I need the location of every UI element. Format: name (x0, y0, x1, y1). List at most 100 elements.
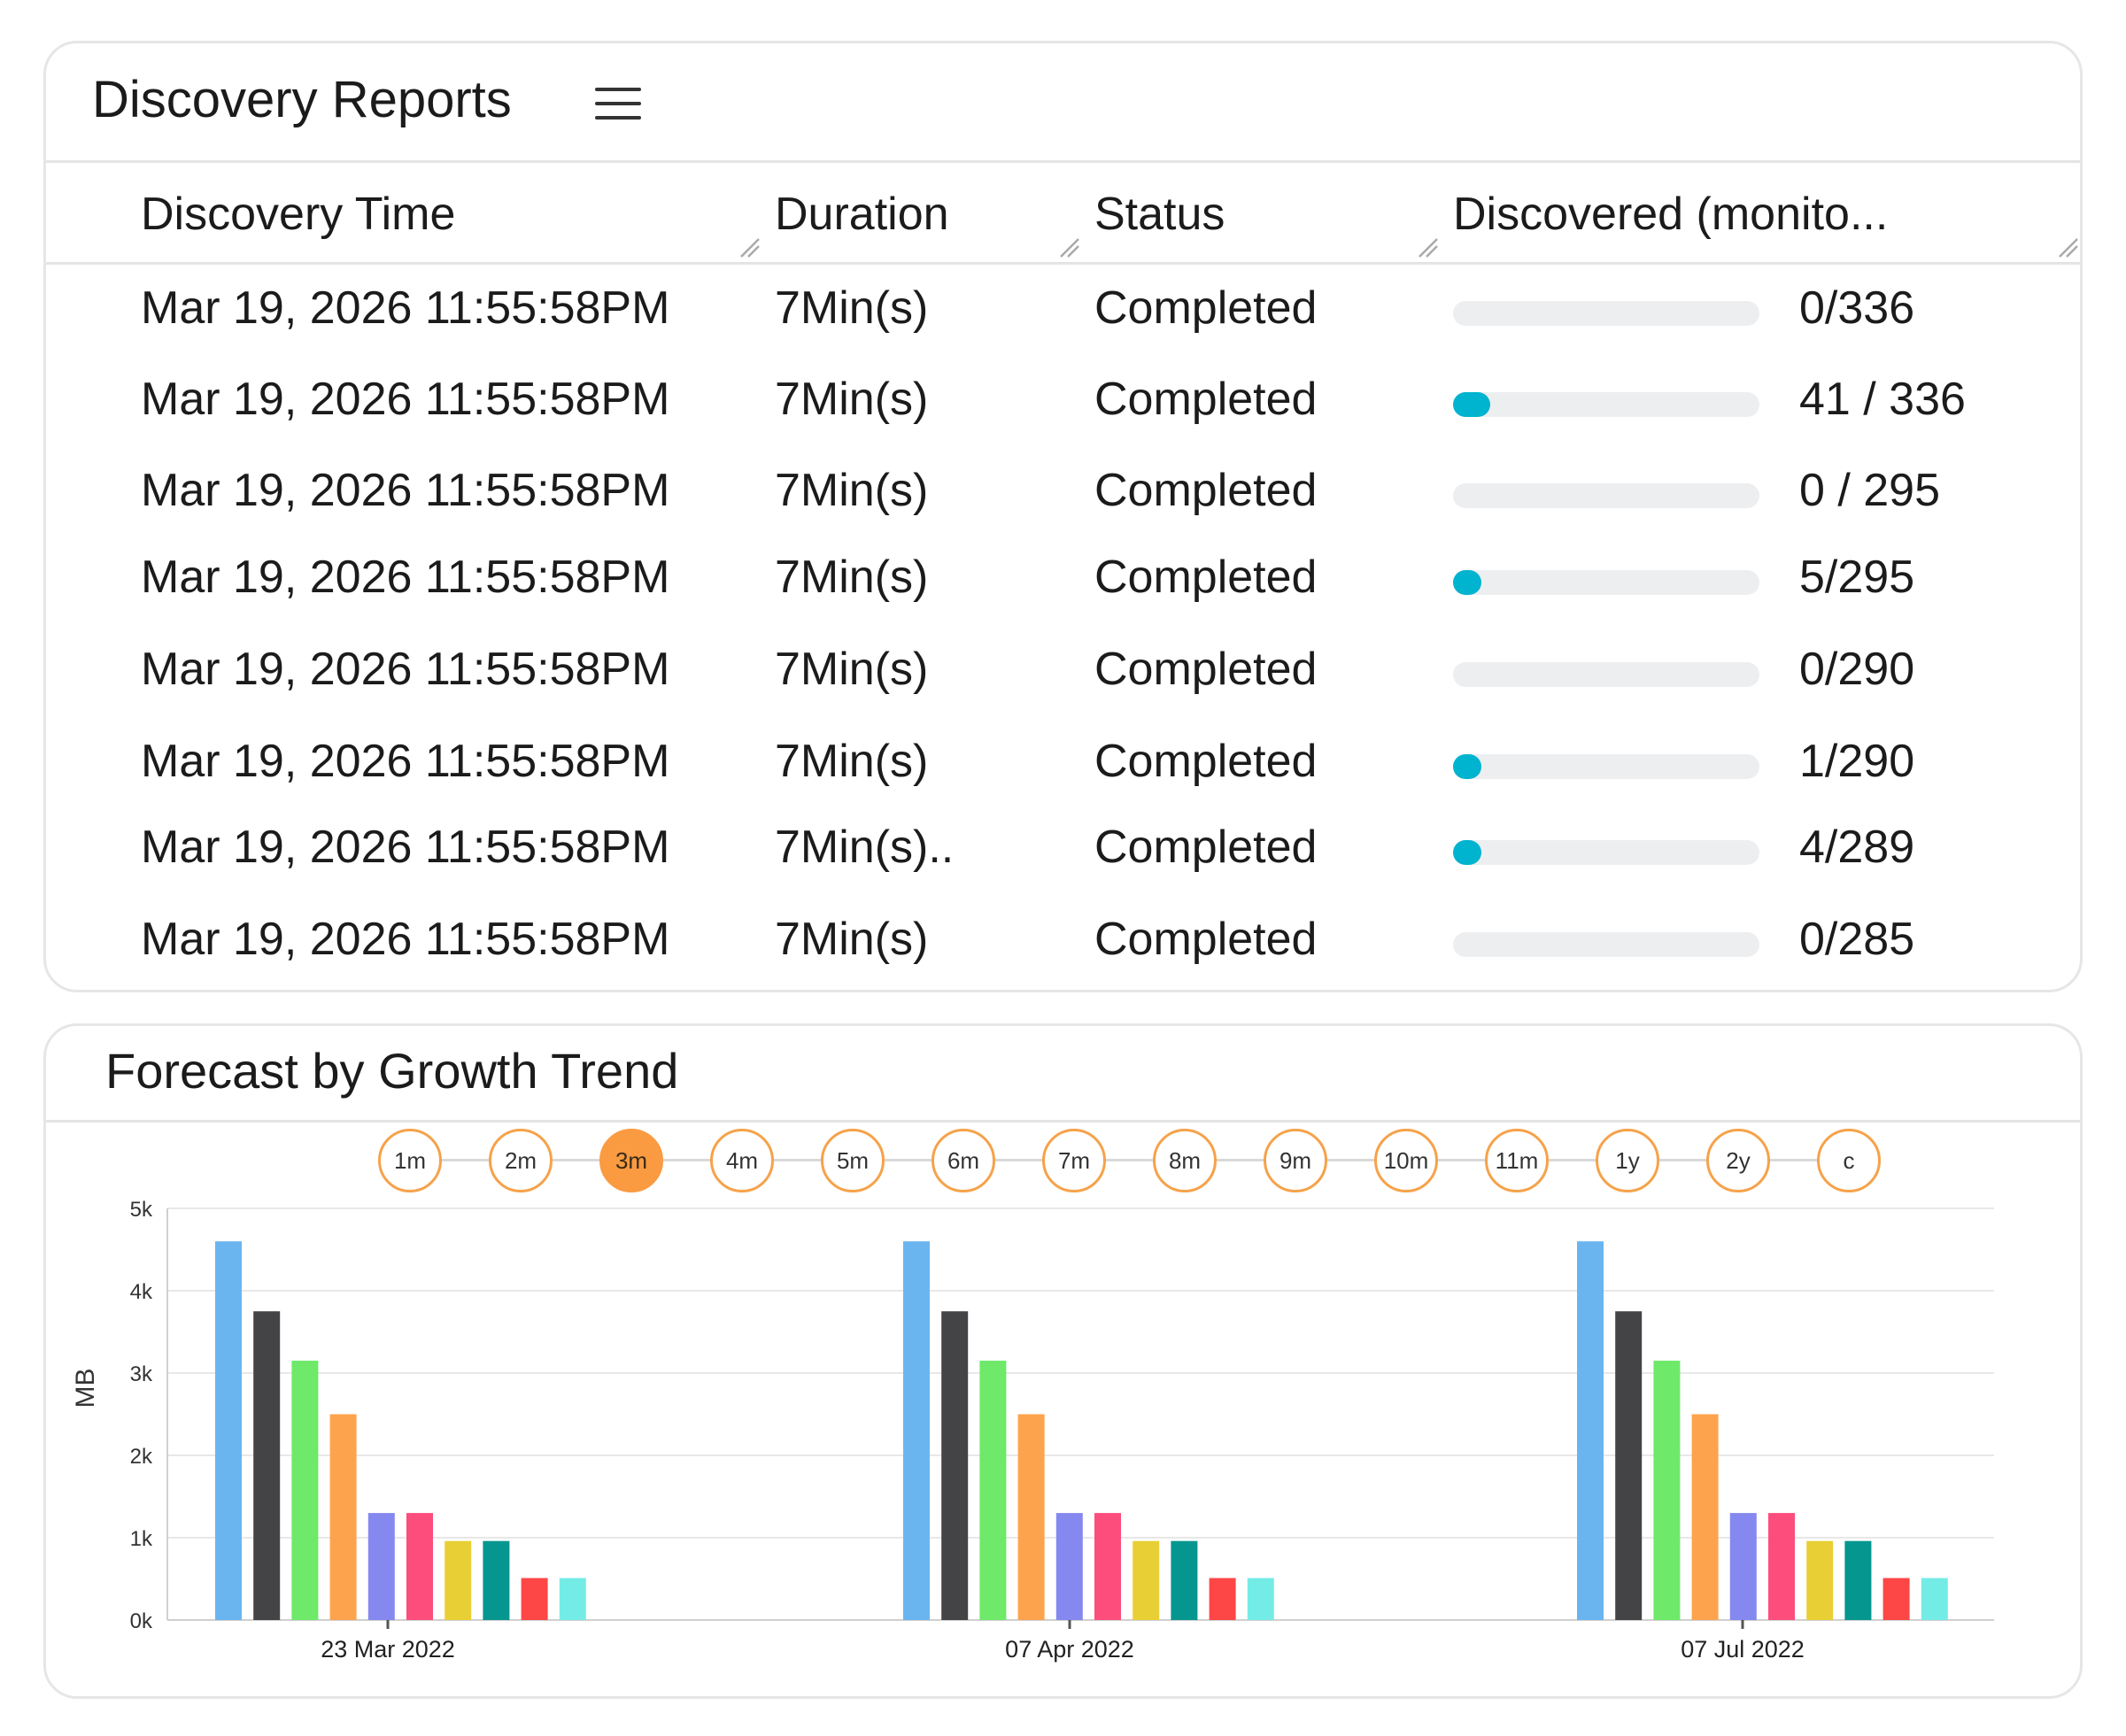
range-option-6m[interactable]: 6m (932, 1129, 995, 1192)
table-header: Discovery Time Duration Status Discovere… (46, 163, 2080, 265)
discovered-count-cell: 0/336 (1799, 282, 1915, 334)
column-header-discovered[interactable]: Discovered (monito... (1453, 189, 1889, 240)
y-axis-label: MB (71, 1369, 100, 1408)
range-option-2m[interactable]: 2m (489, 1129, 553, 1192)
discovery-reports-panel: Discovery Reports Discovery Time Duratio… (43, 41, 2083, 992)
y-tick-label: 3k (130, 1362, 153, 1386)
y-tick-label: 5k (130, 1198, 153, 1222)
chart-bar (559, 1578, 586, 1620)
chart-bar (1171, 1540, 1198, 1620)
range-option-c[interactable]: c (1817, 1129, 1881, 1192)
discovered-count-cell: 5/295 (1799, 552, 1915, 603)
discovery-time-cell: Mar 19, 2026 11:55:58PM (141, 282, 670, 334)
chart-bar (291, 1361, 319, 1620)
discovered-count-cell: 4/289 (1799, 822, 1915, 873)
discovery-time-cell: Mar 19, 2026 11:55:58PM (141, 374, 670, 425)
duration-cell: 7Min(s) (775, 465, 929, 516)
range-option-8m[interactable]: 8m (1153, 1129, 1217, 1192)
table-row[interactable]: Mar 19, 2026 11:55:58PM 7Min(s) Completed 4… (46, 367, 2080, 429)
range-option-2y[interactable]: 2y (1706, 1129, 1770, 1192)
discovery-time-cell: Mar 19, 2026 11:55:58PM (141, 914, 670, 965)
chart-bar (1882, 1578, 1910, 1620)
discovered-progress-bar (1453, 483, 1759, 508)
table-row[interactable]: Mar 19, 2026 11:55:58PM 7Min(s) Completed 0… (46, 637, 2080, 699)
x-tick-label: 23 Mar 2022 (321, 1636, 455, 1663)
chart-bar (1615, 1311, 1643, 1620)
chart-bar (367, 1513, 395, 1620)
column-resize-handle[interactable] (738, 235, 761, 258)
discovery-time-cell: Mar 19, 2026 11:55:58PM (141, 736, 670, 787)
discovered-progress-bar (1453, 840, 1759, 865)
range-option-9m[interactable]: 9m (1264, 1129, 1327, 1192)
progress-fill (1453, 840, 1481, 865)
duration-cell: 7Min(s).. (775, 822, 955, 873)
table-row[interactable]: Mar 19, 2026 11:55:58PM 7Min(s) Completed 0… (46, 459, 2080, 521)
table-row[interactable]: Mar 19, 2026 11:55:58PM 7Min(s) Completed 0… (46, 276, 2080, 338)
duration-cell: 7Min(s) (775, 644, 929, 695)
status-cell: Completed (1094, 644, 1318, 695)
reports-header: Discovery Reports (46, 43, 2080, 163)
status-cell: Completed (1094, 465, 1318, 516)
table-row[interactable]: Mar 19, 2026 11:55:58PM 7Min(s) Completed 1… (46, 729, 2080, 791)
chart-bar (445, 1540, 472, 1620)
chart-bar (521, 1578, 548, 1620)
x-tick-label: 07 Apr 2022 (1005, 1636, 1134, 1663)
duration-cell: 7Min(s) (775, 914, 929, 965)
table-row[interactable]: Mar 19, 2026 11:55:58PM 7Min(s) Completed 5… (46, 545, 2080, 607)
range-option-10m[interactable]: 10m (1374, 1129, 1438, 1192)
range-option-11m[interactable]: 11m (1485, 1129, 1549, 1192)
column-resize-handle[interactable] (1057, 235, 1080, 258)
column-resize-handle[interactable] (1416, 235, 1439, 258)
discovery-time-cell: Mar 19, 2026 11:55:58PM (141, 644, 670, 695)
status-cell: Completed (1094, 374, 1318, 425)
range-option-3m[interactable]: 3m (599, 1129, 663, 1192)
status-cell: Completed (1094, 822, 1318, 873)
y-tick-label: 2k (130, 1445, 153, 1469)
chart-bar (1247, 1578, 1274, 1620)
chart-bar (1653, 1361, 1681, 1620)
column-header-discovery-time[interactable]: Discovery Time (141, 189, 456, 240)
chart-bar (215, 1241, 242, 1620)
column-resize-handle[interactable] (2056, 235, 2079, 258)
table-row[interactable]: Mar 19, 2026 11:55:58PM 7Min(s) Completed 0… (46, 907, 2080, 969)
range-connector-line (410, 1159, 1849, 1161)
y-tick-label: 0k (130, 1609, 153, 1633)
chart-bar (903, 1241, 930, 1620)
column-header-duration[interactable]: Duration (775, 189, 949, 240)
duration-cell: 7Min(s) (775, 282, 929, 334)
chart-bar (1806, 1540, 1834, 1620)
chart-bar (1921, 1578, 1948, 1620)
chart-bar (979, 1361, 1007, 1620)
chart-bar (253, 1311, 281, 1620)
forecast-title: Forecast by Growth Trend (105, 1043, 679, 1099)
status-cell: Completed (1094, 914, 1318, 965)
table-row[interactable]: Mar 19, 2026 11:55:58PM 7Min(s).. Complete… (46, 815, 2080, 877)
column-header-status[interactable]: Status (1094, 189, 1225, 240)
discovered-count-cell: 0/285 (1799, 914, 1915, 965)
chart-bar (406, 1513, 433, 1620)
range-option-1y[interactable]: 1y (1596, 1129, 1659, 1192)
chart-bar (1017, 1414, 1045, 1620)
duration-cell: 7Min(s) (775, 552, 929, 603)
discovered-progress-bar (1453, 932, 1759, 957)
hamburger-menu-icon[interactable] (595, 88, 641, 120)
range-option-7m[interactable]: 7m (1042, 1129, 1106, 1192)
status-cell: Completed (1094, 552, 1318, 603)
discovered-progress-bar (1453, 662, 1759, 687)
discovery-time-cell: Mar 19, 2026 11:55:58PM (141, 465, 670, 516)
discovery-time-cell: Mar 19, 2026 11:55:58PM (141, 822, 670, 873)
x-tick-label: 07 Jul 2022 (1681, 1636, 1805, 1663)
range-option-4m[interactable]: 4m (710, 1129, 774, 1192)
range-option-5m[interactable]: 5m (821, 1129, 885, 1192)
reports-title: Discovery Reports (92, 71, 512, 128)
range-option-1m[interactable]: 1m (378, 1129, 442, 1192)
discovered-count-cell: 1/290 (1799, 736, 1915, 787)
status-cell: Completed (1094, 282, 1318, 334)
chart-bar (329, 1414, 357, 1620)
progress-fill (1453, 392, 1491, 417)
discovered-progress-bar (1453, 754, 1759, 779)
chart-bar (483, 1540, 510, 1620)
chart-bar (1768, 1513, 1795, 1620)
chart-bar (1691, 1414, 1719, 1620)
discovered-count-cell: 0 / 295 (1799, 465, 1941, 516)
